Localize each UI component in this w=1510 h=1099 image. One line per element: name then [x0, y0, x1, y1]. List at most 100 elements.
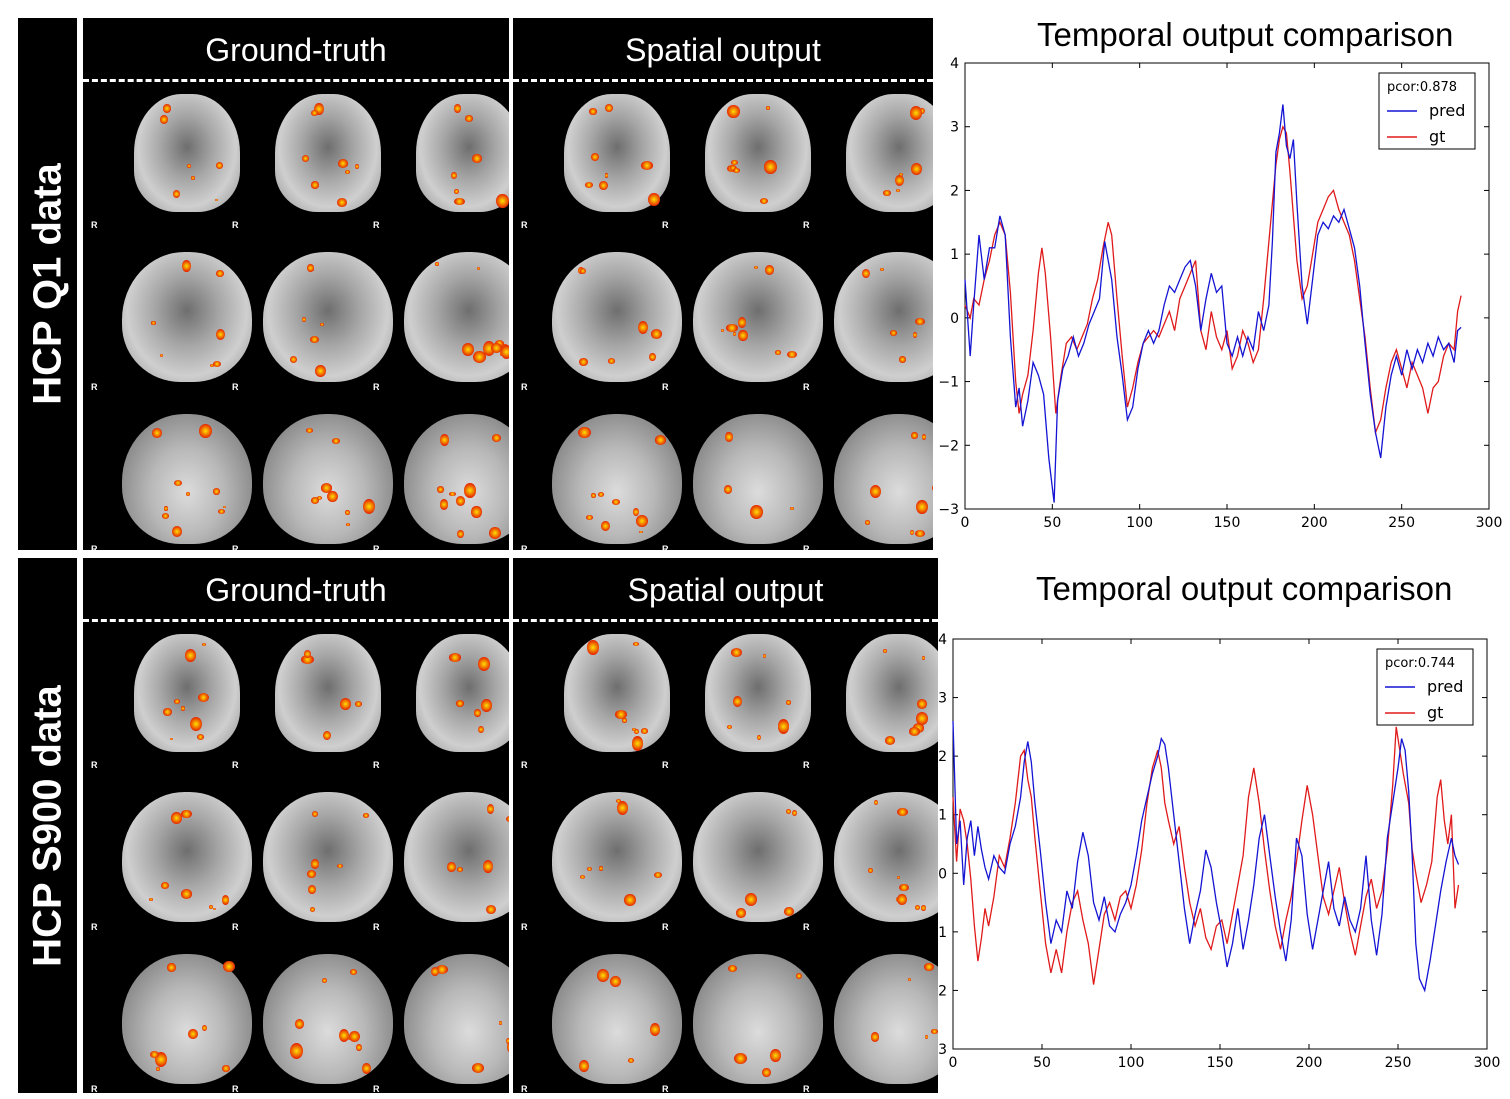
orientation-marker: R: [803, 1084, 810, 1093]
activation-blob: [212, 488, 220, 495]
activation-blob: [301, 654, 315, 664]
activation-blob: [455, 700, 465, 708]
activation-blob: [783, 907, 794, 916]
activation-blob: [488, 527, 502, 539]
brain-slice: [693, 252, 823, 382]
orientation-marker: R: [662, 760, 669, 770]
dashed-divider: [83, 619, 509, 622]
activation-blob: [604, 104, 613, 113]
activation-blob: [763, 654, 767, 659]
brain-slice: [122, 414, 252, 544]
activation-blob: [180, 809, 192, 819]
activation-blob: [309, 335, 320, 343]
plot-frame: [952, 638, 1488, 1050]
activation-blob: [306, 264, 314, 272]
activation-blob: [457, 529, 464, 538]
orientation-marker: R: [803, 382, 810, 392]
y-tick-label: 2: [938, 983, 947, 999]
activation-blob: [762, 1067, 771, 1078]
activation-blob: [453, 104, 462, 113]
x-tick-label: 0: [949, 1055, 958, 1071]
activation-blob: [640, 160, 654, 170]
row2-side-label: HCP S900 data: [25, 684, 69, 967]
activation-blob: [310, 109, 319, 117]
activation-blob: [197, 693, 209, 703]
orientation-marker: R: [662, 382, 669, 392]
orientation-marker: R: [662, 544, 669, 550]
activation-blob: [898, 172, 903, 177]
row1-chart-title: Temporal output comparison: [1037, 16, 1454, 53]
x-tick-label: 50: [1033, 1055, 1051, 1071]
y-tick-label: 0: [950, 311, 959, 327]
y-tick-label: −2: [938, 438, 959, 454]
y-tick-label: 4: [950, 56, 959, 72]
activation-blob: [163, 506, 169, 511]
activation-blob: [733, 168, 740, 174]
activation-blob: [182, 260, 192, 272]
activation-blob: [217, 508, 225, 514]
activation-blob: [897, 808, 908, 817]
activation-blob: [727, 105, 740, 119]
activation-blob: [436, 486, 444, 493]
activation-blob: [167, 963, 176, 972]
activation-blob: [190, 175, 196, 180]
activation-blob: [290, 1042, 304, 1060]
brain-slice: [552, 414, 682, 544]
activation-blob: [931, 1029, 938, 1035]
orientation-marker: R: [373, 1084, 380, 1093]
brain-slice: [404, 252, 509, 382]
row2-side-label-bar: HCP S900 data: [18, 558, 77, 1093]
x-tick-label: 150: [1214, 515, 1241, 531]
brain-slice: [693, 954, 823, 1084]
brain-slice: [834, 792, 938, 922]
activation-blob: [884, 735, 896, 745]
activation-blob: [450, 171, 458, 179]
brain-slice: [404, 414, 509, 544]
activation-blob: [301, 155, 310, 163]
activation-blob: [744, 893, 758, 907]
activation-blob: [653, 871, 663, 879]
activation-blob: [491, 343, 502, 354]
row1-ground-truth-panel: Ground-truth R R R R R R R R R: [83, 18, 509, 550]
brain-slice: [564, 634, 670, 752]
brain-slice: [275, 94, 381, 212]
activation-blob: [354, 700, 363, 707]
brain-slice: [263, 954, 393, 1084]
activation-blob: [649, 1023, 661, 1037]
brain-slice: [705, 94, 811, 212]
row1-spatial-output-panel: Spatial output R R R R R R R R R: [513, 18, 933, 550]
activation-blob: [506, 816, 509, 823]
activation-blob: [162, 513, 170, 519]
orientation-marker: R: [232, 544, 239, 550]
row2-ground-truth-panel: Ground-truth R R R R R R R R R: [83, 558, 509, 1093]
activation-blob: [186, 164, 191, 169]
brain-slice: [263, 414, 393, 544]
activation-blob: [337, 864, 343, 869]
activation-blob: [759, 197, 769, 204]
activation-blob: [785, 808, 791, 814]
activation-blob: [321, 483, 333, 493]
activation-blob: [909, 529, 914, 535]
activation-blob: [476, 267, 481, 271]
panel-title: Spatial output: [625, 32, 821, 68]
orientation-marker: R: [373, 544, 380, 550]
activation-blob: [486, 904, 497, 914]
activation-blob: [579, 1060, 590, 1072]
orientation-marker: R: [232, 220, 239, 230]
activation-blob: [214, 198, 219, 202]
activation-blob: [736, 908, 746, 918]
activation-blob: [862, 269, 871, 279]
activation-blob: [160, 353, 164, 358]
activation-blob: [471, 506, 482, 518]
activation-blob: [915, 529, 926, 538]
orientation-marker: R: [662, 1084, 669, 1093]
activation-blob: [894, 174, 904, 186]
activation-blob: [322, 977, 328, 984]
activation-blob: [474, 709, 481, 717]
activation-blob: [924, 1035, 929, 1039]
activation-blob: [586, 514, 593, 520]
activation-blob: [786, 700, 792, 705]
activation-blob: [197, 734, 205, 741]
dashed-divider: [513, 619, 938, 622]
activation-blob: [921, 905, 927, 911]
